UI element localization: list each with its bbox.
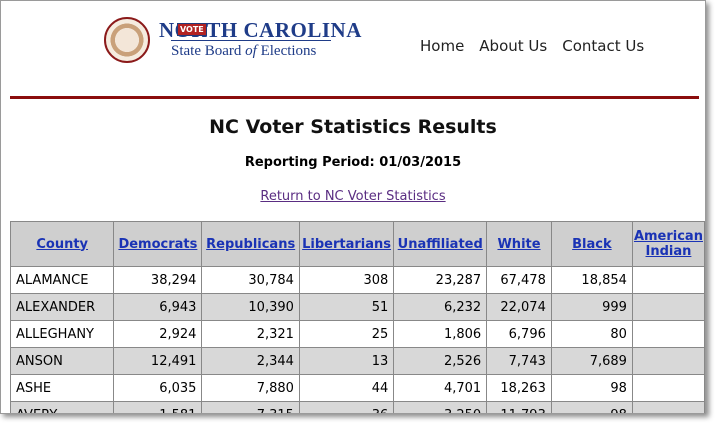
- clipped-cell: [631, 401, 705, 413]
- browser-frame: NORTH CAROLINA VOTE State Board of Elect…: [0, 0, 706, 414]
- logo-subtitle-part: of: [245, 43, 257, 59]
- count-cell: 1,806: [393, 320, 488, 348]
- state-seal: [104, 17, 150, 63]
- table-row: AVERY1,5817,315363,25011,79398: [9, 401, 705, 413]
- count-cell: 6,232: [393, 293, 488, 321]
- count-cell: 36: [298, 401, 395, 413]
- count-cell: 2,321: [201, 320, 300, 348]
- column-header[interactable]: Democrats: [113, 221, 203, 267]
- column-header[interactable]: Unaffiliated: [393, 221, 488, 267]
- clipped-cell: [631, 374, 705, 402]
- logo-subtitle-part: State Board: [171, 43, 246, 59]
- clipped-cell: [631, 320, 705, 348]
- count-cell: 98: [550, 401, 633, 413]
- count-cell: 38,294: [113, 266, 203, 294]
- count-cell: 7,689: [550, 347, 633, 375]
- table-row: ALAMANCE 38,294 30,784 308 23,287 67,478 18,85…: [9, 266, 705, 294]
- count-cell: 25: [298, 320, 395, 348]
- stats-table: County Democrats Republicans Libertarians Un…: [9, 221, 705, 413]
- page-title: NC Voter Statistics Results: [209, 116, 497, 138]
- count-cell: 11,793: [486, 401, 552, 413]
- count-cell: 7,315: [201, 401, 300, 413]
- count-cell: 1,581: [113, 401, 203, 413]
- clipped-cell: [631, 347, 705, 375]
- count-cell: 51: [298, 293, 395, 321]
- return-link[interactable]: Return to NC Voter Statistics: [260, 189, 446, 204]
- count-cell: 10,390: [201, 293, 300, 321]
- count-cell: 67,478: [486, 266, 552, 294]
- count-cell: 7,880: [201, 374, 300, 402]
- count-cell: 12,491: [113, 347, 203, 375]
- column-header[interactable]: Black: [550, 221, 633, 267]
- column-header[interactable]: County: [9, 221, 115, 267]
- county-cell: ALEXANDER: [9, 293, 115, 321]
- table-row: ALEXANDER 6,943 10,390 51 6,232 22,074 999: [9, 293, 705, 321]
- header-row: County Democrats Republicans Libertarians Un…: [9, 221, 705, 267]
- table-body: ALAMANCE 38,294 30,784 308 23,287 67,478 18,85…: [9, 266, 705, 413]
- nav-link[interactable]: Contact Us: [562, 37, 645, 55]
- column-header[interactable]: Republicans: [201, 221, 300, 267]
- count-cell: 30,784: [201, 266, 300, 294]
- county-cell: ANSON: [9, 347, 115, 375]
- count-cell: 308: [298, 266, 395, 294]
- clipped-cell: [631, 266, 705, 294]
- count-cell: 4,701: [393, 374, 488, 402]
- count-cell: 999: [550, 293, 633, 321]
- count-cell: 6,943: [113, 293, 203, 321]
- county-cell: ALAMANCE: [9, 266, 115, 294]
- clipped-cell: [631, 293, 705, 321]
- count-cell: 18,263: [486, 374, 552, 402]
- county-cell: ASHE: [9, 374, 115, 402]
- count-cell: 22,074: [486, 293, 552, 321]
- county-cell: ALLEGHANY: [9, 320, 115, 348]
- column-header[interactable]: Libertarians: [298, 221, 395, 267]
- logo-subtitle: State Board of Elections: [171, 43, 316, 60]
- logo-rule: [171, 40, 331, 41]
- count-cell: 98: [550, 374, 633, 402]
- count-cell: 6,035: [113, 374, 203, 402]
- logo-subtitle-part: Elections: [256, 43, 317, 59]
- column-header[interactable]: American Indian: [631, 221, 705, 267]
- count-cell: 44: [298, 374, 395, 402]
- nav: Home About Us Contact Us: [411, 37, 650, 55]
- count-cell: 18,854: [550, 266, 633, 294]
- column-header[interactable]: White: [486, 221, 552, 267]
- table-row: ALLEGHANY 2,924 2,321 25 1,806 6,796 80: [9, 320, 705, 348]
- vote-badge: VOTE: [177, 23, 207, 36]
- count-cell: 7,743: [486, 347, 552, 375]
- count-cell: 2,526: [393, 347, 488, 375]
- nav-link[interactable]: About Us: [479, 37, 548, 55]
- count-cell: 13: [298, 347, 395, 375]
- table-row: ASHE 6,035 7,880 44 4,701 18,263 98: [9, 374, 705, 402]
- reporting-period: Reporting Period: 01/03/2015: [244, 155, 462, 170]
- count-cell: 3,250: [393, 401, 488, 413]
- count-cell: 2,344: [201, 347, 300, 375]
- count-cell: 80: [550, 320, 633, 348]
- header-rule: [10, 96, 699, 99]
- count-cell: 6,796: [486, 320, 552, 348]
- county-cell: AVERY: [9, 401, 115, 413]
- count-cell: 2,924: [113, 320, 203, 348]
- table-row: ANSON 12,491 2,344 13 2,526 7,743 7,689: [9, 347, 705, 375]
- nav-link[interactable]: Home: [420, 37, 465, 55]
- count-cell: 23,287: [393, 266, 488, 294]
